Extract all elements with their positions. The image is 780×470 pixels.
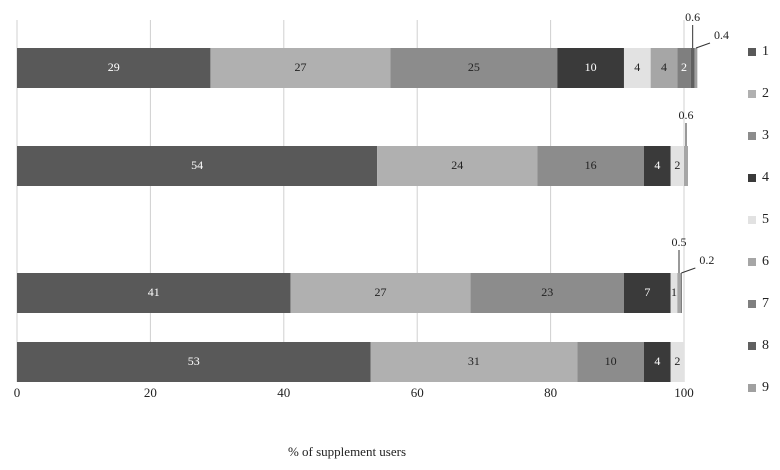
bar-segment [623,273,671,313]
bar-segment [670,146,684,186]
bar-segment [537,146,644,186]
x-tick-label: 0 [14,385,21,400]
data-label: 29 [108,60,120,74]
legend-swatch [748,132,756,140]
x-tick-label: 60 [411,385,424,400]
legend-label: 1 [762,44,769,59]
data-label: 0.4 [714,28,729,42]
data-label: 1 [671,285,677,299]
bar-segment [643,342,671,382]
bar-segment [390,48,558,88]
data-label: 0.6 [685,10,700,24]
bar-segment [650,48,678,88]
legend-label: 3 [762,128,769,143]
bar-segment [370,342,578,382]
bar-segment [690,48,695,88]
data-label: 41 [148,285,160,299]
bar-segment [17,342,371,382]
legend-label: 4 [762,170,769,185]
legend-swatch [748,90,756,98]
data-label: 2 [674,158,680,172]
x-tick-label: 100 [674,385,694,400]
bar-segment [670,342,684,382]
data-label: 2 [681,60,687,74]
bar-segment [470,273,624,313]
data-label: 25 [468,60,480,74]
data-label: 0.6 [679,108,694,122]
legend-swatch [748,300,756,308]
legend-swatch [748,48,756,56]
bar-segment [623,48,651,88]
bar-segment [670,273,678,313]
data-label: 23 [541,285,553,299]
legend-label: 5 [762,212,769,227]
bar-segment [290,273,471,313]
x-tick-label: 20 [144,385,157,400]
leader-line [681,267,696,274]
data-label: 2 [674,354,680,368]
bar-segment [17,273,291,313]
data-label: 27 [294,60,306,74]
bar-segment [17,146,378,186]
legend-swatch [748,384,756,392]
bar-segment [210,48,391,88]
data-label: 16 [585,158,597,172]
x-axis-label: % of supplement users [288,444,406,459]
data-label: 10 [605,354,617,368]
data-label: 54 [191,158,203,172]
data-label: 4 [634,60,640,74]
data-label: 27 [375,285,387,299]
x-tick-label: 40 [277,385,290,400]
x-tick-label: 80 [544,385,557,400]
data-label: 0.5 [671,235,686,249]
bar-segment [377,146,538,186]
legend-label: 2 [762,86,769,101]
legend-swatch [748,174,756,182]
bar-segment [694,48,698,88]
data-label: 53 [188,354,200,368]
data-label: 4 [654,158,660,172]
legend-swatch [748,342,756,350]
data-label: 24 [451,158,463,172]
legend-swatch [748,258,756,266]
data-label: 31 [468,354,480,368]
bar-segment [680,273,682,313]
bar-segment [677,48,691,88]
bar-segment [17,48,211,88]
legend-label: 9 [762,380,769,395]
bar-segment [557,48,624,88]
bar-segment [643,146,671,186]
data-label: 0.2 [699,253,714,267]
legend-label: 7 [762,296,769,311]
leader-line [695,42,711,49]
data-label: 4 [654,354,660,368]
bar-segment [684,146,689,186]
legend-swatch [748,216,756,224]
bar-segment [677,273,681,313]
legend-label: 8 [762,338,769,353]
data-label: 7 [644,285,650,299]
legend-label: 6 [762,254,769,269]
bar-segment [577,342,644,382]
data-label: 10 [585,60,597,74]
data-label: 4 [661,60,667,74]
